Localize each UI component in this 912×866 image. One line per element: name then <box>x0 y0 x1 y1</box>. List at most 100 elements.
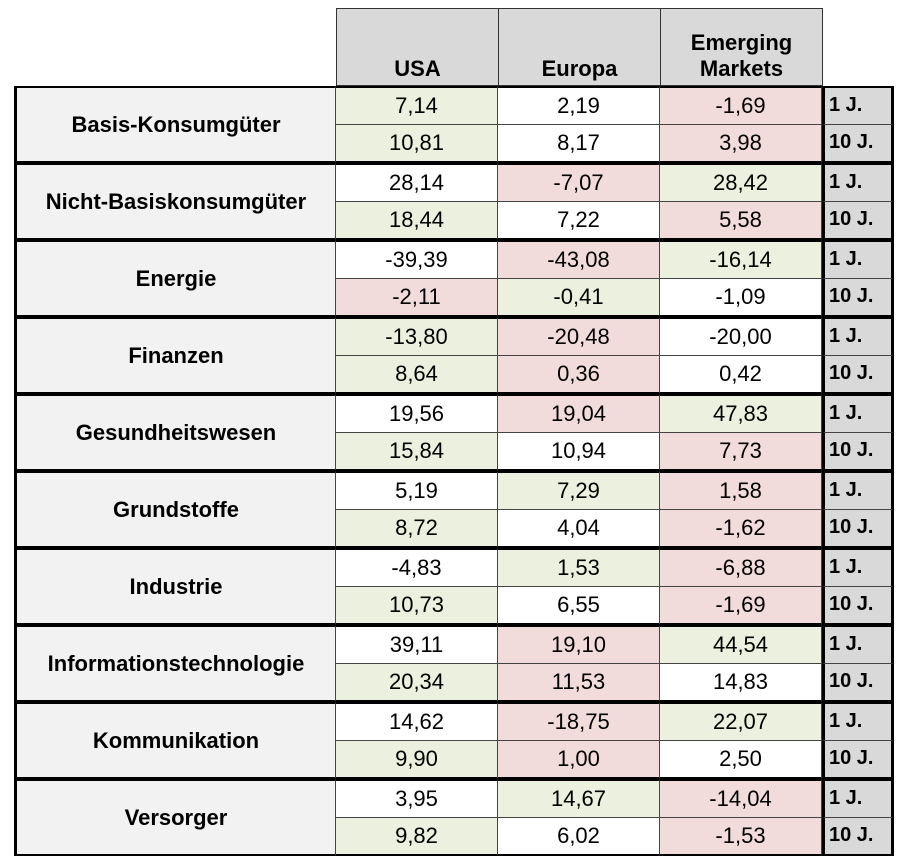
value-cell-text: 7,73 <box>719 437 762 463</box>
value-cell: -20,00 <box>660 317 822 356</box>
period-label-text: 10 J. <box>829 516 874 539</box>
value-cell: -43,08 <box>498 240 660 279</box>
period-label: 10 J. <box>822 817 894 856</box>
value-cell: 1,58 <box>660 471 822 510</box>
value-cell: -7,07 <box>498 163 660 202</box>
value-cell: 19,56 <box>336 394 498 433</box>
value-cell: 15,84 <box>336 432 498 471</box>
value-cell: -39,39 <box>336 240 498 279</box>
sector-returns-table: USA Europa Emerging Markets Basis-Konsumgüt… <box>14 8 894 858</box>
value-cell-text: 15,84 <box>388 437 445 463</box>
value-cell-text: 11,53 <box>551 668 606 694</box>
sector-label-kommunikation-text: Kommunikation <box>92 727 260 753</box>
value-cell-text: -1,09 <box>715 283 766 309</box>
sector-label-nicht-basiskonsumg-ter-text: Nicht-Basiskonsumgüter <box>45 188 307 214</box>
value-cell-text: -18,75 <box>547 708 610 734</box>
value-cell: 3,98 <box>660 124 822 163</box>
value-cell-text: 14,62 <box>388 708 445 734</box>
value-cell-text: 7,29 <box>557 477 600 503</box>
value-cell: 14,67 <box>498 779 660 818</box>
sector-label-finanzen-text: Finanzen <box>128 342 224 368</box>
value-cell-text: 47,83 <box>712 400 769 426</box>
period-label: 1 J. <box>822 86 894 125</box>
value-cell: 10,81 <box>336 124 498 163</box>
value-cell-text: 8,64 <box>395 360 438 386</box>
sector-label-versorger-text: Versorger <box>124 804 228 830</box>
value-cell: -2,11 <box>336 278 498 317</box>
sector-label-versorger: Versorger <box>14 779 336 856</box>
sector-label-industrie-text: Industrie <box>129 573 223 599</box>
period-label-text: 1 J. <box>829 479 863 502</box>
value-cell: -1,53 <box>660 817 822 856</box>
value-cell: 14,62 <box>336 702 498 741</box>
sector-label-gesundheitswesen: Gesundheitswesen <box>14 394 336 471</box>
sector-label-grundstoffe: Grundstoffe <box>14 471 336 548</box>
period-label-text: 10 J. <box>829 824 874 847</box>
value-cell-text: 28,42 <box>712 169 769 195</box>
value-cell-text: 10,73 <box>388 591 445 617</box>
value-cell: -4,83 <box>336 548 498 587</box>
column-header-usa-text: USA <box>394 55 441 81</box>
value-cell-text: -43,08 <box>547 246 610 272</box>
value-cell: 7,29 <box>498 471 660 510</box>
period-label-text: 1 J. <box>829 402 863 425</box>
period-label-text: 10 J. <box>829 131 874 154</box>
value-cell-text: 5,58 <box>719 206 762 232</box>
period-label-text: 10 J. <box>829 747 874 770</box>
sector-label-industrie: Industrie <box>14 548 336 625</box>
value-cell-text: -20,00 <box>709 323 772 349</box>
period-label: 10 J. <box>822 124 894 163</box>
value-cell: 19,10 <box>498 625 660 664</box>
value-cell-text: -1,69 <box>715 591 766 617</box>
value-cell: 10,94 <box>498 432 660 471</box>
period-label-text: 1 J. <box>829 787 863 810</box>
value-cell: 22,07 <box>660 702 822 741</box>
period-label: 10 J. <box>822 432 894 471</box>
value-cell: -13,80 <box>336 317 498 356</box>
value-cell-text: 14,83 <box>712 668 769 694</box>
period-label: 1 J. <box>822 625 894 664</box>
value-cell-text: 8,72 <box>395 514 438 540</box>
value-cell: 14,83 <box>660 663 822 702</box>
value-cell: 44,54 <box>660 625 822 664</box>
value-cell: 11,53 <box>498 663 660 702</box>
sector-label-energie-text: Energie <box>135 265 217 291</box>
value-cell-text: 1,00 <box>557 745 600 771</box>
value-cell-text: 19,04 <box>550 400 607 426</box>
value-cell-text: -16,14 <box>709 246 772 272</box>
sector-label-informationstechnologie-text: Informationstechnologie <box>47 650 305 676</box>
value-cell: 4,04 <box>498 509 660 548</box>
period-label: 1 J. <box>822 471 894 510</box>
value-cell: -1,69 <box>660 86 822 125</box>
period-label: 10 J. <box>822 355 894 394</box>
value-cell-text: -1,69 <box>715 92 766 118</box>
value-cell: 0,36 <box>498 355 660 394</box>
value-cell-text: 22,07 <box>712 708 769 734</box>
value-cell: 2,50 <box>660 740 822 779</box>
period-label: 1 J. <box>822 163 894 202</box>
sector-label-informationstechnologie: Informationstechnologie <box>14 625 336 702</box>
value-cell: -16,14 <box>660 240 822 279</box>
value-cell: 28,42 <box>660 163 822 202</box>
value-cell-text: 44,54 <box>712 631 769 657</box>
period-label: 10 J. <box>822 201 894 240</box>
value-cell: 47,83 <box>660 394 822 433</box>
value-cell-text: -13,80 <box>385 323 448 349</box>
period-label-text: 10 J. <box>829 670 874 693</box>
value-cell: 2,19 <box>498 86 660 125</box>
value-cell-text: 28,14 <box>388 169 445 195</box>
value-cell: 18,44 <box>336 201 498 240</box>
value-cell: 0,42 <box>660 355 822 394</box>
period-label: 1 J. <box>822 779 894 818</box>
period-label: 10 J. <box>822 740 894 779</box>
value-cell: -14,04 <box>660 779 822 818</box>
period-label-text: 10 J. <box>829 208 874 231</box>
value-cell: 19,04 <box>498 394 660 433</box>
value-cell-text: 9,90 <box>395 745 438 771</box>
value-cell: 6,55 <box>498 586 660 625</box>
period-label-text: 1 J. <box>829 556 863 579</box>
value-cell-text: 1,58 <box>719 477 762 503</box>
period-label-text: 10 J. <box>829 285 874 308</box>
column-header-europa: Europa <box>498 8 661 86</box>
value-cell: 20,34 <box>336 663 498 702</box>
